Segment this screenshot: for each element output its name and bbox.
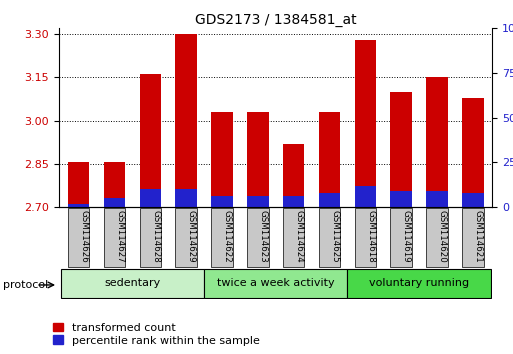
Bar xyxy=(426,191,448,207)
Bar xyxy=(283,208,304,267)
Text: GSM114627: GSM114627 xyxy=(115,210,124,263)
Bar xyxy=(140,74,161,207)
Bar xyxy=(247,208,269,267)
Bar xyxy=(319,208,340,267)
Text: sedentary: sedentary xyxy=(104,278,161,287)
Text: GSM114618: GSM114618 xyxy=(366,210,375,263)
Title: GDS2173 / 1384581_at: GDS2173 / 1384581_at xyxy=(195,13,357,27)
Bar xyxy=(211,112,233,207)
Bar xyxy=(175,189,197,207)
Bar xyxy=(390,92,412,207)
Bar xyxy=(354,208,376,267)
Bar xyxy=(462,208,484,267)
Bar xyxy=(319,112,340,207)
Text: GSM114623: GSM114623 xyxy=(259,210,268,263)
Bar xyxy=(283,196,304,207)
Bar xyxy=(347,269,491,297)
Bar xyxy=(462,97,484,207)
Text: GSM114621: GSM114621 xyxy=(473,210,483,263)
Bar xyxy=(68,162,89,207)
Bar xyxy=(354,40,376,207)
Text: voluntary running: voluntary running xyxy=(369,278,469,287)
Text: GSM114628: GSM114628 xyxy=(151,210,160,263)
Text: GSM114619: GSM114619 xyxy=(402,210,411,263)
Bar xyxy=(68,208,89,267)
Text: GSM114622: GSM114622 xyxy=(223,210,232,263)
Bar xyxy=(204,269,347,297)
Bar xyxy=(354,185,376,207)
Bar xyxy=(211,196,233,207)
Text: GSM114625: GSM114625 xyxy=(330,210,339,263)
Bar xyxy=(390,208,412,267)
Text: GSM114626: GSM114626 xyxy=(80,210,88,263)
Bar xyxy=(104,162,125,207)
Bar xyxy=(247,196,269,207)
Bar xyxy=(462,193,484,207)
Bar xyxy=(211,208,233,267)
Legend: transformed count, percentile rank within the sample: transformed count, percentile rank withi… xyxy=(52,321,261,347)
Bar xyxy=(175,34,197,207)
Text: GSM114624: GSM114624 xyxy=(294,210,303,263)
Bar xyxy=(390,191,412,207)
Bar xyxy=(140,208,161,267)
Bar xyxy=(104,208,125,267)
Bar xyxy=(104,198,125,207)
Text: protocol: protocol xyxy=(3,280,48,290)
Bar xyxy=(283,144,304,207)
Text: GSM114620: GSM114620 xyxy=(438,210,447,263)
Bar xyxy=(247,112,269,207)
Text: twice a week activity: twice a week activity xyxy=(217,278,334,287)
Bar xyxy=(175,208,197,267)
Bar xyxy=(319,193,340,207)
Text: GSM114629: GSM114629 xyxy=(187,210,196,263)
Bar xyxy=(140,189,161,207)
Bar xyxy=(68,204,89,207)
Bar xyxy=(426,208,448,267)
Bar xyxy=(426,77,448,207)
Bar xyxy=(61,269,204,297)
